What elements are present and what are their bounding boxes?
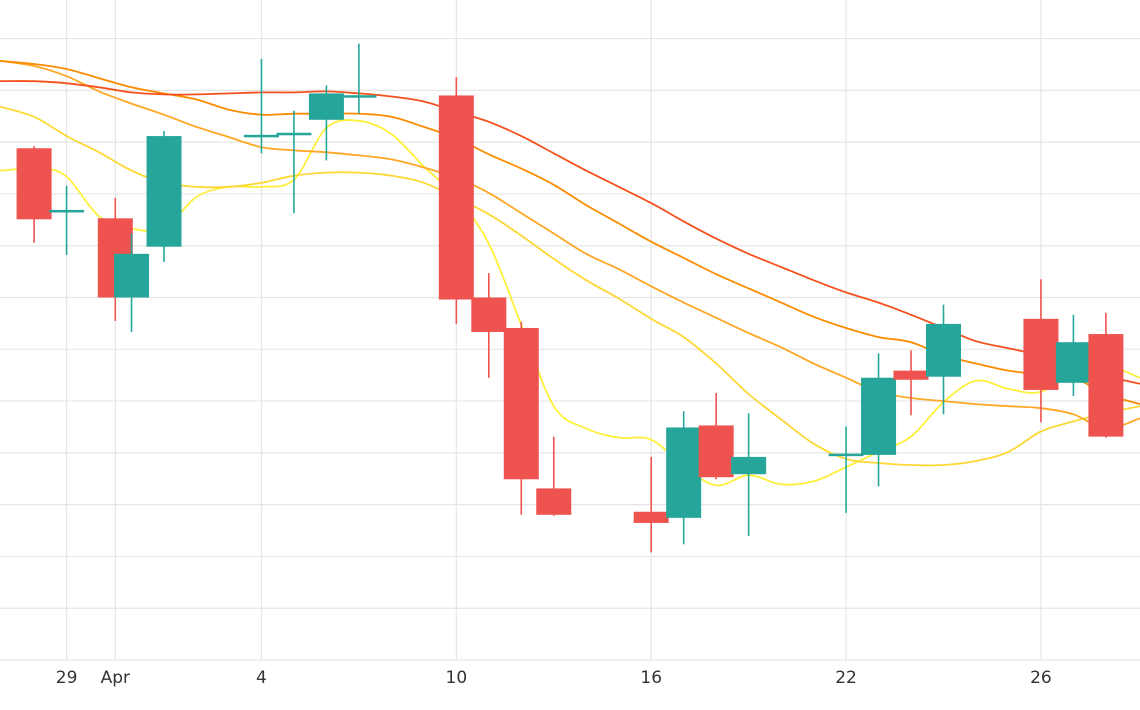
candle-body [49,209,85,213]
candle-body [341,95,377,98]
candle [471,273,507,378]
grid-lines [0,0,1140,661]
x-tick-label: Apr [101,668,130,688]
candle [633,456,669,553]
candle [893,350,929,416]
candle-body [633,511,669,523]
candle-body [471,297,507,333]
moving-average-line-2 [0,105,1140,467]
candle-body [503,327,539,480]
candle-body [276,132,312,136]
candle [503,321,539,515]
x-tick-label: 26 [1030,668,1052,688]
candle [536,436,572,516]
candle-body [146,136,182,247]
candle-body [536,488,572,515]
candle-body [308,93,344,120]
candle [698,392,734,480]
candle [1055,314,1091,396]
x-tick-label: 29 [56,668,78,688]
candle [146,130,182,262]
candle-body [114,253,150,298]
candle [438,77,474,324]
candle [731,413,767,537]
candle [861,353,897,487]
candle-body [893,370,929,380]
moving-average-line-3 [0,60,1140,430]
candle-body [731,456,767,475]
x-tick-label: 10 [446,668,468,688]
candle-body [1088,334,1124,437]
candle [1023,279,1059,423]
x-axis-tick-labels: 29 Apr 4 10 16 22 26 [56,668,1052,688]
candle [16,146,52,243]
candles [16,43,1124,553]
candle [926,304,962,415]
candle [828,426,864,513]
moving-average-lines [0,60,1140,487]
candle-body [1055,342,1091,383]
candle [341,43,377,114]
x-tick-label: 4 [256,668,267,688]
x-tick-label: 22 [835,668,857,688]
candle [308,85,344,161]
candle-body [438,95,474,300]
candle-body [243,134,279,138]
candle [49,185,85,255]
candle-body [698,425,734,478]
candle-body [926,323,962,377]
candle [1088,312,1124,438]
candle-body [861,377,897,455]
candle [666,411,702,545]
candle-body [666,427,702,518]
candle [243,58,279,154]
candle-body [16,148,52,220]
candle [276,110,312,214]
x-tick-label: 16 [640,668,662,688]
candle-body [828,453,864,457]
candle [114,233,150,333]
candle-body [1023,318,1059,390]
